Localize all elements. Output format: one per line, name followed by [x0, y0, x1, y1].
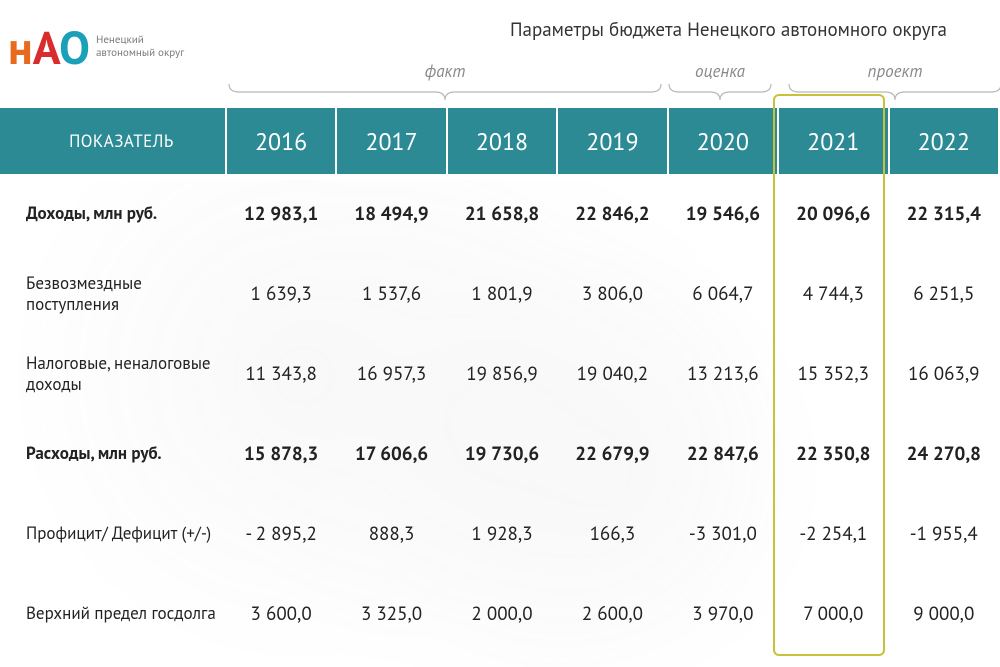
cell-value: 15 878,3 — [226, 414, 336, 494]
logo-sub-line2: автономный округ — [96, 47, 184, 60]
header-year: 2021 — [778, 108, 888, 174]
cell-value: 17 606,6 — [336, 414, 446, 494]
row-label: Верхний предел госдолга — [0, 574, 226, 654]
cell-value: 1 639,3 — [226, 254, 336, 334]
brace-icon — [225, 82, 665, 102]
cell-value: 2 600,0 — [557, 574, 667, 654]
column-group: оценка — [665, 60, 775, 107]
cell-value: 16 063,9 — [889, 334, 999, 414]
column-group: факт — [225, 60, 665, 107]
logo-mark: нАО — [8, 24, 90, 70]
table-row: Расходы, млн руб.15 878,317 606,619 730,… — [0, 414, 999, 494]
table-row: Доходы, млн руб.12 983,118 494,921 658,8… — [0, 174, 999, 254]
cell-value: 19 730,6 — [447, 414, 557, 494]
cell-value: 24 270,8 — [889, 414, 999, 494]
header-year: 2022 — [889, 108, 999, 174]
cell-value: 166,3 — [557, 494, 667, 574]
table-header-row: ПОКАЗАТЕЛЬ2016201720182019202020212022 — [0, 108, 999, 174]
row-label: Расходы, млн руб. — [0, 414, 226, 494]
cell-value: 888,3 — [336, 494, 446, 574]
header-indicator: ПОКАЗАТЕЛЬ — [0, 108, 226, 174]
row-label: Профицит/ Дефицит (+/-) — [0, 494, 226, 574]
cell-value: 1 928,3 — [447, 494, 557, 574]
column-group-label: факт — [225, 60, 665, 82]
cell-value: 7 000,0 — [778, 574, 888, 654]
cell-value: -1 955,4 — [889, 494, 999, 574]
row-label: Налоговые, неналоговые доходы — [0, 334, 226, 414]
logo-subtitle: Ненецкий автономный округ — [96, 34, 184, 60]
cell-value: 3 600,0 — [226, 574, 336, 654]
cell-value: 3 970,0 — [668, 574, 778, 654]
header-year: 2016 — [226, 108, 336, 174]
column-group-label: проект — [785, 60, 1000, 82]
cell-value: 3 325,0 — [336, 574, 446, 654]
header-year: 2017 — [336, 108, 446, 174]
cell-value: 22 350,8 — [778, 414, 888, 494]
cell-value: 22 679,9 — [557, 414, 667, 494]
table-row: Налоговые, неналоговые доходы11 343,816 … — [0, 334, 999, 414]
brace-icon — [785, 82, 1000, 102]
cell-value: 20 096,6 — [778, 174, 888, 254]
cell-value: 2 000,0 — [447, 574, 557, 654]
cell-value: 4 744,3 — [778, 254, 888, 334]
cell-value: 11 343,8 — [226, 334, 336, 414]
cell-value: 22 315,4 — [889, 174, 999, 254]
page-title: Параметры бюджета Ненецкого автономного … — [510, 18, 947, 42]
cell-value: 21 658,8 — [447, 174, 557, 254]
column-group: проект — [785, 60, 1000, 107]
cell-value: 13 213,6 — [668, 334, 778, 414]
row-label: Доходы, млн руб. — [0, 174, 226, 254]
cell-value: -3 301,0 — [668, 494, 778, 574]
table-row: Профицит/ Дефицит (+/-)- 2 895,2888,31 9… — [0, 494, 999, 574]
cell-value: -2 254,1 — [778, 494, 888, 574]
cell-value: 1 801,9 — [447, 254, 557, 334]
cell-value: 6 064,7 — [668, 254, 778, 334]
cell-value: 22 847,6 — [668, 414, 778, 494]
cell-value: 15 352,3 — [778, 334, 888, 414]
cell-value: 3 806,0 — [557, 254, 667, 334]
cell-value: 1 537,6 — [336, 254, 446, 334]
cell-value: 6 251,5 — [889, 254, 999, 334]
header-year: 2020 — [668, 108, 778, 174]
cell-value: - 2 895,2 — [226, 494, 336, 574]
cell-value: 19 546,6 — [668, 174, 778, 254]
table-body: Доходы, млн руб.12 983,118 494,921 658,8… — [0, 174, 999, 654]
logo: нАО Ненецкий автономный округ — [8, 24, 184, 70]
column-groups: фактоценка проект — [225, 60, 1000, 108]
budget-table-wrap: ПОКАЗАТЕЛЬ2016201720182019202020212022 Д… — [0, 108, 1000, 654]
cell-value: 19 040,2 — [557, 334, 667, 414]
header-year: 2018 — [447, 108, 557, 174]
cell-value: 18 494,9 — [336, 174, 446, 254]
table-row: Верхний предел госдолга3 600,03 325,02 0… — [0, 574, 999, 654]
cell-value: 16 957,3 — [336, 334, 446, 414]
row-label: Безвозмездные поступления — [0, 254, 226, 334]
brace-icon — [665, 82, 775, 102]
cell-value: 9 000,0 — [889, 574, 999, 654]
budget-table: ПОКАЗАТЕЛЬ2016201720182019202020212022 Д… — [0, 108, 1000, 654]
cell-value: 19 856,9 — [447, 334, 557, 414]
cell-value: 12 983,1 — [226, 174, 336, 254]
cell-value: 22 846,2 — [557, 174, 667, 254]
table-row: Безвозмездные поступления1 639,31 537,61… — [0, 254, 999, 334]
column-group-label: оценка — [665, 60, 775, 82]
header-year: 2019 — [557, 108, 667, 174]
